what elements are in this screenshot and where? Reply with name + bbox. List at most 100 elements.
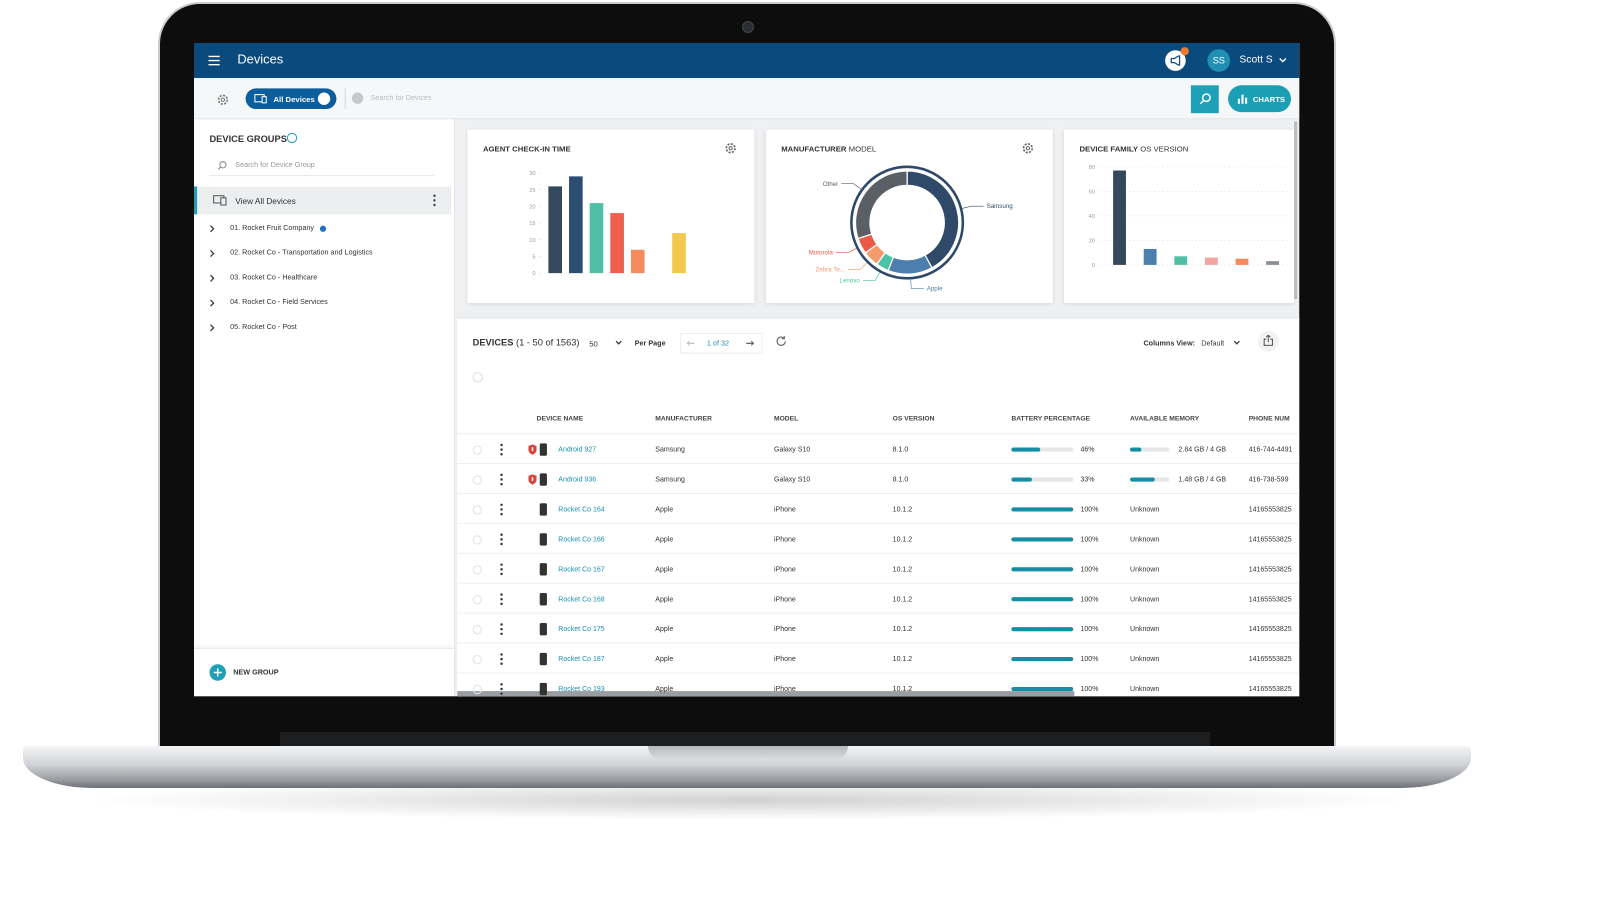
user-chevron[interactable] (1279, 57, 1287, 63)
memory-label: Unknown (1130, 596, 1160, 604)
group-search[interactable]: Search for Device Group (209, 157, 435, 177)
refresh-icon[interactable] (775, 335, 787, 347)
devices-icon (213, 195, 227, 206)
os-version: 8.1.0 (892, 446, 909, 454)
expand-chevron[interactable] (209, 324, 215, 332)
view-all-row[interactable]: View All Devices (194, 186, 451, 215)
manufacturer: Apple (655, 536, 674, 544)
sidebar-title: DEVICE GROUPS (209, 133, 287, 145)
group-item[interactable]: 02. Rocket Co - Transportation and Logis… (230, 249, 373, 257)
battery-bar (1011, 567, 1074, 572)
row-menu[interactable] (499, 443, 503, 456)
os-version: 8.1.0 (892, 476, 909, 484)
row-checkbox[interactable] (472, 535, 482, 545)
chevron[interactable] (615, 340, 622, 345)
row-checkbox[interactable] (472, 654, 482, 665)
row-checkbox[interactable] (472, 595, 482, 605)
columns-view-select[interactable]: Default (1201, 340, 1225, 348)
row-menu[interactable] (499, 683, 503, 695)
model: iPhone (773, 626, 796, 634)
filter-chip[interactable]: All Devices (245, 88, 337, 110)
add-filter-icon[interactable] (351, 92, 364, 104)
row-menu[interactable] (499, 563, 503, 576)
device-name-link[interactable]: Rocket Co 164 (558, 506, 605, 514)
device-name-link[interactable]: Rocket Co 193 (558, 685, 605, 694)
device-name-link[interactable]: Android 936 (558, 476, 597, 484)
row-menu[interactable] (499, 473, 503, 486)
help-icon[interactable] (286, 132, 298, 144)
user-name[interactable]: Scott S (1239, 54, 1273, 66)
export-button[interactable] (1257, 330, 1279, 352)
search-button[interactable] (1190, 85, 1219, 114)
next-page[interactable] (746, 340, 755, 346)
menu-dot (500, 692, 503, 695)
column-header[interactable]: MANUFACTURER (655, 415, 712, 423)
row-menu[interactable] (499, 533, 503, 546)
device-icon (539, 593, 547, 606)
new-group-icon[interactable] (209, 664, 226, 681)
kebab-menu[interactable] (432, 194, 436, 207)
row-menu[interactable] (499, 593, 503, 606)
menu-icon[interactable] (208, 55, 220, 66)
row-menu[interactable] (499, 653, 503, 665)
group-item[interactable]: 04. Rocket Co - Field Services (230, 298, 328, 307)
column-header[interactable]: BATTERY PERCENTAGE (1011, 415, 1091, 423)
device-name-link[interactable]: Rocket Co 166 (558, 536, 605, 544)
expand-chevron[interactable] (209, 274, 215, 282)
camera (742, 21, 754, 33)
device-name-link[interactable]: Rocket Co 168 (558, 596, 605, 604)
row-checkbox[interactable] (472, 625, 482, 635)
group-item[interactable]: 05. Rocket Co - Post (230, 323, 297, 331)
menu-dot (500, 623, 503, 626)
battery-bar (1011, 447, 1040, 452)
row-checkbox[interactable] (472, 445, 482, 455)
device-icon (539, 503, 547, 516)
row-checkbox[interactable] (472, 565, 482, 575)
battery-track (1011, 447, 1074, 452)
page-size-select[interactable]: 50 (589, 339, 598, 349)
chart-card (765, 129, 1053, 304)
settings-icon[interactable] (217, 94, 229, 106)
new-group-button[interactable]: NEW GROUP (233, 669, 279, 677)
expand-chevron[interactable] (209, 225, 215, 233)
notifications-button[interactable] (1165, 50, 1186, 71)
row-checkbox[interactable] (472, 505, 482, 515)
model: iPhone (773, 656, 796, 664)
device-name-link[interactable]: Android 927 (558, 446, 597, 454)
device-name-link[interactable]: Rocket Co 187 (558, 656, 605, 664)
prev-page[interactable] (686, 340, 695, 346)
battery-bar (1011, 537, 1074, 542)
expand-chevron[interactable] (209, 299, 215, 307)
menu-dot (500, 448, 503, 451)
row-checkbox[interactable] (472, 684, 482, 695)
alert-icon (528, 444, 537, 455)
column-header[interactable]: AVAILABLE MEMORY (1130, 415, 1200, 423)
column-header[interactable]: PHONE NUM (1248, 415, 1290, 423)
menu-dot (500, 572, 503, 576)
battery-label: 33% (1080, 476, 1095, 484)
group-item[interactable]: 03. Rocket Co - Healthcare (230, 274, 318, 282)
device-name-link[interactable]: Rocket Co 175 (558, 626, 605, 634)
chip-remove[interactable] (317, 92, 331, 105)
group-item[interactable]: 01. Rocket Fruit Company (230, 224, 315, 232)
chart-card (1063, 129, 1295, 304)
battery-label: 100% (1080, 536, 1099, 544)
manufacturer: Samsung (655, 446, 685, 454)
row-menu[interactable] (499, 503, 503, 516)
column-header[interactable]: MODEL (773, 415, 799, 423)
row-checkbox[interactable] (472, 475, 482, 485)
menu-dot (500, 568, 503, 571)
column-header[interactable]: DEVICE NAME (536, 415, 584, 423)
column-header[interactable]: OS VERSION (892, 415, 935, 423)
expand-chevron[interactable] (209, 249, 215, 258)
manufacturer: Apple (655, 626, 674, 634)
chevron[interactable] (1233, 340, 1240, 345)
header-checkbox[interactable] (472, 372, 483, 383)
row-menu[interactable] (499, 623, 503, 636)
menu-dot (500, 512, 503, 516)
table-row (457, 524, 1300, 554)
avatar[interactable]: SS (1207, 49, 1231, 72)
charts-button[interactable]: CHARTS (1228, 85, 1292, 113)
search-input[interactable]: Search for Devices (370, 94, 432, 102)
device-name-link[interactable]: Rocket Co 167 (558, 566, 605, 574)
